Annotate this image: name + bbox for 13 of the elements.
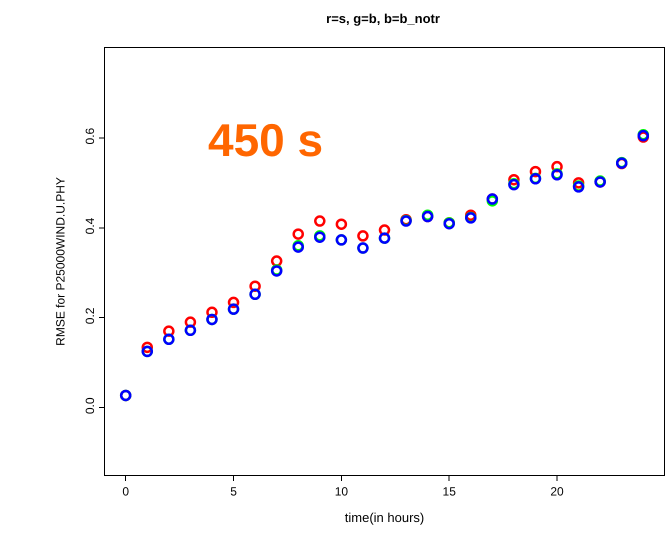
x-tick-label: 15	[442, 484, 456, 498]
y-tick-label: 0.4	[83, 217, 98, 234]
x-tick-label: 20	[550, 484, 564, 498]
y-tick-label: 0.2	[83, 307, 98, 324]
x-tick-label: 5	[230, 484, 238, 498]
x-tick-label: 10	[334, 484, 348, 498]
annotation: 450 s	[208, 114, 324, 166]
y-tick-label: 0.6	[83, 127, 98, 144]
x-tick-label: 0	[122, 484, 130, 498]
y-tick-label: 0.0	[83, 397, 98, 414]
chart-title: r=s, g=b, b=b_notr	[326, 10, 440, 26]
y-axis-title: RMSE for P25000WIND.U.PHY	[54, 177, 68, 346]
x-axis-title: time(in hours)	[344, 510, 424, 525]
